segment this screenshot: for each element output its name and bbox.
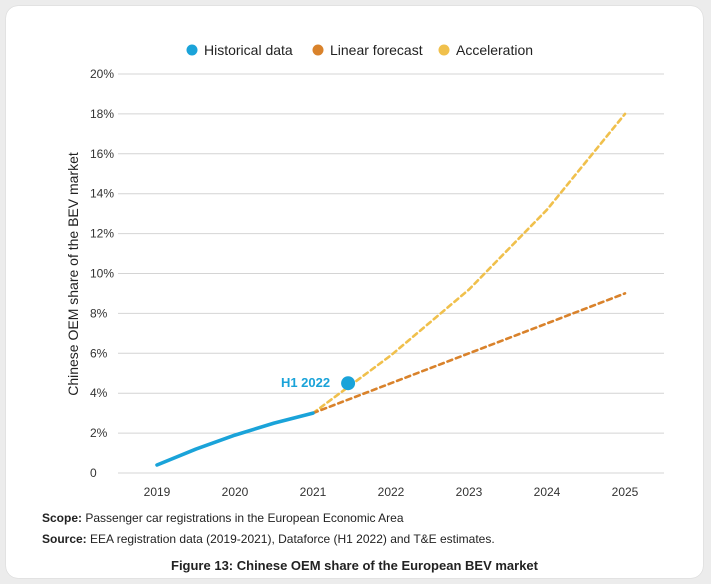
y-tick-label: 0 (90, 466, 97, 480)
y-axis-label: Chinese OEM share of the BEV market (65, 152, 81, 396)
scope-label: Scope: (42, 511, 83, 525)
y-tick-label: 20% (90, 67, 114, 81)
x-tick-label: 2021 (300, 485, 327, 499)
legend-label: Acceleration (456, 42, 533, 58)
y-tick-label: 8% (90, 306, 108, 320)
legend-label: Historical data (204, 42, 293, 58)
y-tick-label: 18% (90, 107, 114, 121)
source-text: EEA registration data (2019-2021), Dataf… (86, 532, 495, 546)
h1-2022-label: H1 2022 (281, 375, 330, 390)
y-tick-label: 12% (90, 227, 114, 241)
x-tick-label: 2022 (378, 485, 405, 499)
x-tick-label: 2025 (612, 485, 639, 499)
source-label: Source: (42, 532, 87, 546)
y-tick-label: 2% (90, 426, 108, 440)
legend-marker (312, 44, 324, 56)
series-line-historical-data (155, 411, 315, 467)
chart-notes: Scope: Passenger car registrations in th… (42, 508, 495, 550)
bev-share-chart: 0 2% 4% 6% 8% 10% 12% 14% 16% 18% 20% 2019 2020 2021 2… (65, 42, 664, 499)
scope-note: Scope: Passenger car registrations in th… (42, 508, 495, 529)
legend-marker (186, 44, 198, 56)
h1-2022-marker (341, 376, 356, 391)
legend-marker (438, 44, 450, 56)
y-tick-label: 16% (90, 147, 114, 161)
chart-card: 0 2% 4% 6% 8% 10% 12% 14% 16% 18% 20% 2019 2020 2021 2… (6, 6, 703, 578)
x-tick-label: 2020 (222, 485, 249, 499)
source-note: Source: EEA registration data (2019-2021… (42, 529, 495, 550)
series-line-linear-forecast (311, 292, 627, 415)
x-tick-label: 2019 (144, 485, 171, 499)
scope-text: Passenger car registrations in the Europ… (82, 511, 404, 525)
y-tick-label: 14% (90, 187, 114, 201)
series-line-acceleration (311, 112, 627, 415)
legend-label: Linear forecast (330, 42, 423, 58)
figure-caption: Figure 13: Chinese OEM share of the Euro… (171, 558, 538, 573)
x-tick-label: 2023 (456, 485, 483, 499)
y-tick-label: 10% (90, 267, 114, 281)
y-tick-label: 4% (90, 386, 108, 400)
x-tick-label: 2024 (534, 485, 561, 499)
y-tick-label: 6% (90, 346, 108, 360)
